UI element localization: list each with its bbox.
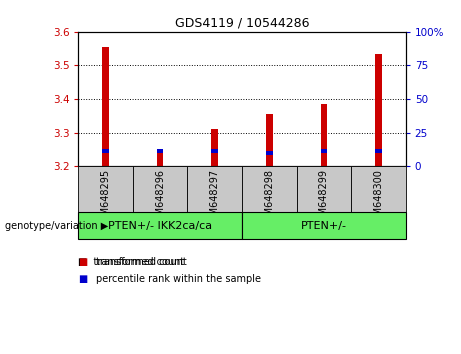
Text: PTEN+/- IKK2ca/ca: PTEN+/- IKK2ca/ca [108,221,212,231]
Bar [78,212,242,239]
Bar [266,114,272,166]
Bar [320,104,327,166]
Text: ■  transformed count: ■ transformed count [78,257,184,267]
Bar [212,130,218,166]
Text: transformed count: transformed count [96,257,187,267]
Bar [375,54,382,166]
Text: GSM648298: GSM648298 [264,169,274,228]
Text: ■: ■ [78,274,88,284]
Text: GSM648296: GSM648296 [155,169,165,228]
Bar [188,166,242,212]
Bar [133,166,188,212]
Text: percentile rank within the sample: percentile rank within the sample [96,274,261,284]
Bar [351,166,406,212]
Text: GSM648300: GSM648300 [373,169,384,228]
Bar [102,149,109,153]
Bar [78,166,133,212]
Title: GDS4119 / 10544286: GDS4119 / 10544286 [175,16,309,29]
Bar [102,47,109,166]
Text: PTEN+/-: PTEN+/- [301,221,347,231]
Text: ■: ■ [78,257,88,267]
Bar [320,149,327,153]
Bar [242,212,406,239]
Bar [375,149,382,153]
Bar [266,151,272,155]
Text: genotype/variation ▶: genotype/variation ▶ [5,221,108,231]
Bar [157,149,164,153]
Bar [242,166,296,212]
Text: GSM648295: GSM648295 [100,169,111,228]
Text: GSM648297: GSM648297 [210,169,220,228]
Text: GSM648299: GSM648299 [319,169,329,228]
Bar [296,166,351,212]
Bar [157,151,164,166]
Bar [212,149,218,153]
